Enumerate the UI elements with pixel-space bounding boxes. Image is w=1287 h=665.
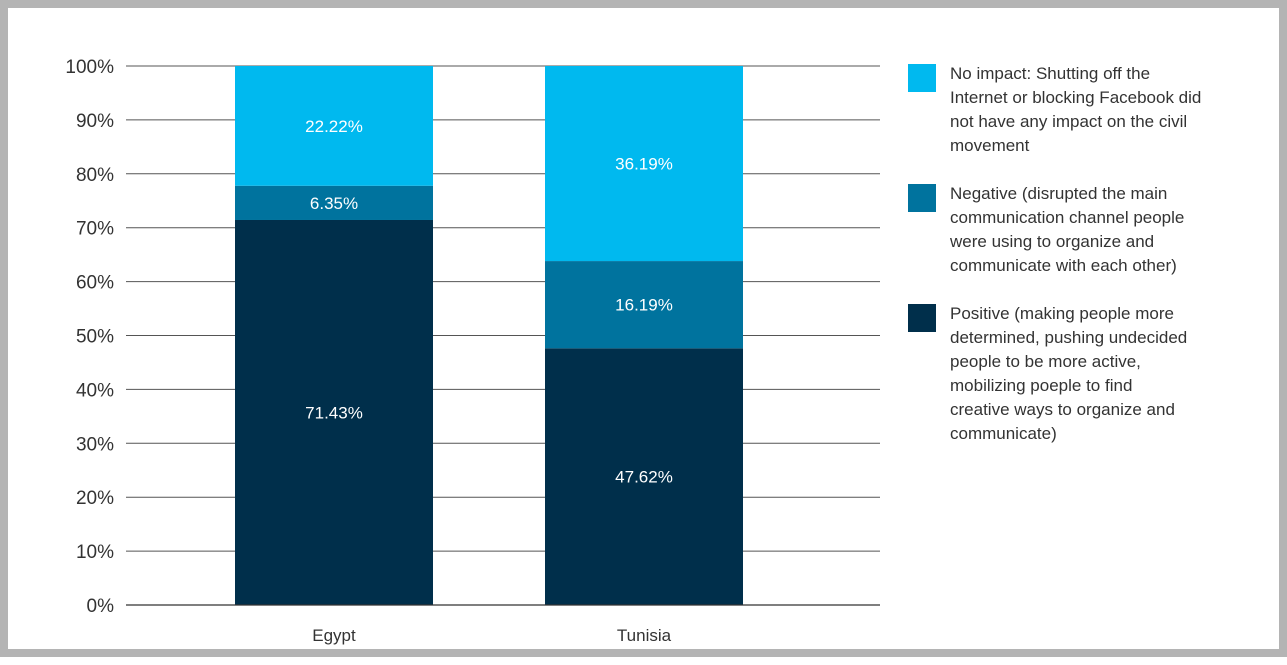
bar-segment xyxy=(545,348,743,605)
bar-segment xyxy=(235,185,433,220)
y-tick-label: 10% xyxy=(76,542,114,563)
legend-swatch-negative xyxy=(908,184,936,212)
legend-label-positive: Positive (making people more determined,… xyxy=(950,304,1188,443)
data-label: 16.19% xyxy=(615,296,673,315)
data-label: 22.22% xyxy=(305,117,363,136)
data-labels: 71.43% 6.35% 22.22% 47.62% 16.19% 36.19% xyxy=(305,117,673,487)
x-category-label: Tunisia xyxy=(617,626,672,645)
legend: No impact: Shutting off the Internet or … xyxy=(908,62,1268,470)
y-tick-label: 100% xyxy=(65,57,114,78)
legend-item-positive: Positive (making people more determined,… xyxy=(908,302,1268,446)
y-tick-label: 60% xyxy=(76,273,114,294)
bar-segment xyxy=(545,66,743,262)
axes: 0% 10% 20% 30% 40% 50% 60% 70% 80% 90% 100% Egypt Tu… xyxy=(65,57,880,645)
y-tick-label: 30% xyxy=(76,434,114,455)
y-tick-label: 80% xyxy=(76,165,114,186)
data-label: 71.43% xyxy=(305,403,363,422)
data-label: 47.62% xyxy=(615,468,673,487)
data-label: 6.35% xyxy=(310,194,358,213)
y-tick-label: 40% xyxy=(76,380,114,401)
data-label: 36.19% xyxy=(615,155,673,174)
bar-segment xyxy=(235,66,433,186)
legend-item-no-impact: No impact: Shutting off the Internet or … xyxy=(908,62,1268,158)
bar-segment xyxy=(235,219,433,605)
bars xyxy=(235,66,743,605)
y-tick-label: 20% xyxy=(76,488,114,509)
legend-label-negative: Negative (disrupted the main communicati… xyxy=(950,184,1185,275)
y-tick-label: 0% xyxy=(87,596,115,617)
y-tick-label: 50% xyxy=(76,327,114,348)
x-category-label: Egypt xyxy=(312,626,356,645)
y-tick-label: 70% xyxy=(76,219,114,240)
legend-swatch-positive xyxy=(908,304,936,332)
legend-swatch-no-impact xyxy=(908,64,936,92)
legend-label-no-impact: No impact: Shutting off the Internet or … xyxy=(950,64,1202,155)
bar-segment xyxy=(545,261,743,349)
y-tick-label: 90% xyxy=(76,111,114,132)
legend-item-negative: Negative (disrupted the main communicati… xyxy=(908,182,1268,278)
stacked-bar-chart: 71.43% 6.35% 22.22% 47.62% 16.19% 36.19% 0% 10… xyxy=(65,57,880,645)
